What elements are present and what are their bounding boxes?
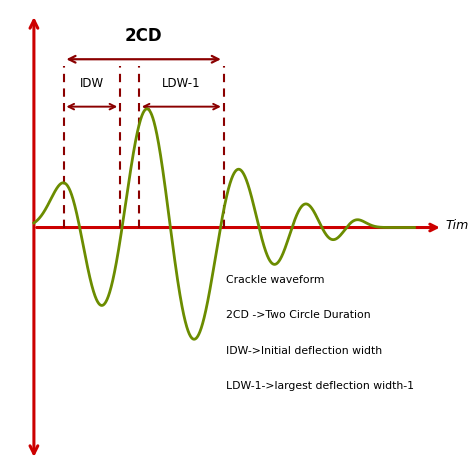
Text: LDW-1: LDW-1 xyxy=(162,77,201,90)
Text: IDW->Initial deflection width: IDW->Initial deflection width xyxy=(226,346,382,356)
Text: IDW: IDW xyxy=(80,77,104,90)
Text: 2CD: 2CD xyxy=(125,27,163,45)
Text: 2CD ->Two Circle Duration: 2CD ->Two Circle Duration xyxy=(226,310,371,320)
Text: LDW-1->largest deflection width-1: LDW-1->largest deflection width-1 xyxy=(226,381,414,392)
Text: Crackle waveform: Crackle waveform xyxy=(226,274,325,285)
Text: Tim: Tim xyxy=(445,219,468,232)
